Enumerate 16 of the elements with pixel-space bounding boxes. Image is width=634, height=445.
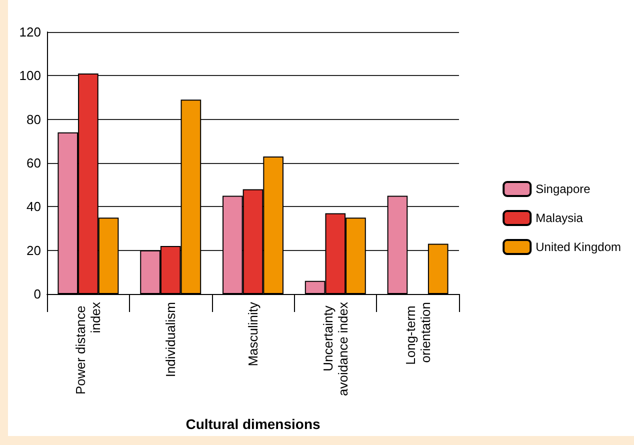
x-tick-label: Individualism (163, 302, 178, 378)
y-tick-label: 120 (19, 24, 41, 40)
legend-label: United Kingdom (536, 240, 622, 254)
x-tick-label: Uncertainty avoidance index (320, 302, 350, 396)
legend-label: Singapore (536, 182, 591, 196)
y-tick-label: 0 (34, 286, 41, 302)
y-tick-label: 60 (26, 156, 41, 170)
y-tick-label: 40 (26, 199, 41, 214)
x-tick-label: Masculinity (246, 302, 260, 366)
y-tick-label: 100 (19, 68, 41, 84)
x-tick-label: Long-term orientation (402, 302, 433, 365)
x-tick-label: Power distance index (73, 302, 104, 394)
legend-label: Malaysia (536, 211, 584, 225)
y-tick-label: 80 (26, 112, 41, 127)
x-axis-title: Cultural dimensions (186, 416, 320, 432)
y-tick-label: 20 (26, 242, 41, 258)
